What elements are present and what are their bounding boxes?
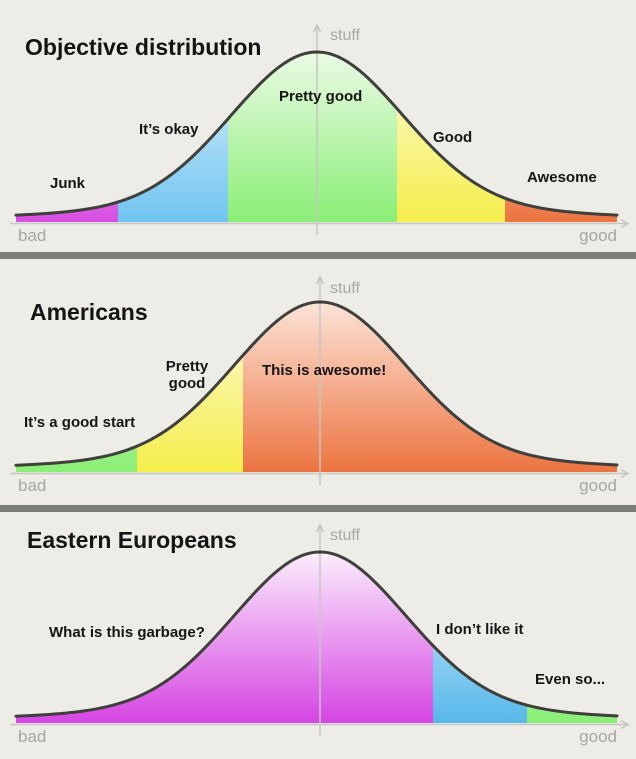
panel-eastern-europeans: Eastern Europeans What is this garbage? … [0, 512, 636, 759]
panel-title: Americans [30, 299, 148, 325]
panel-title: Eastern Europeans [27, 527, 237, 553]
segment-label-i-dont-like-it: I don’t like it [436, 621, 524, 638]
bell-chart-americans [10, 275, 630, 485]
segment-label-this-is-awesome: This is awesome! [262, 362, 387, 379]
panel-divider [0, 505, 636, 512]
y-axis-label-stuff: stuff [330, 27, 360, 44]
y-axis-label-stuff: stuff [330, 280, 360, 297]
panel-title: Objective distribution [25, 34, 262, 60]
x-axis-label-good: good [579, 476, 617, 495]
segment-label-its-okay: It’s okay [139, 121, 199, 138]
segment-label-good: Good [433, 129, 473, 146]
panel-americans: Americans It’s a good start Pretty good … [0, 259, 636, 505]
x-axis-label-bad: bad [18, 727, 47, 746]
segment-label-pretty-good: Pretty good [165, 358, 209, 392]
segment-label-good-start: It’s a good start [24, 414, 136, 431]
segment-label-awesome: Awesome [527, 169, 597, 186]
segment-label-even-so: Even so... [535, 671, 606, 688]
panel-objective-distribution: Objective distribution Junk It’s okay Pr… [0, 0, 636, 252]
bell-chart-eastern-europeans [10, 523, 630, 736]
panel-divider [0, 252, 636, 259]
segment-label-pretty-good: Pretty good [279, 88, 363, 105]
bell-chart-objective [10, 23, 630, 235]
x-axis-label-good: good [579, 226, 617, 245]
y-axis-label-stuff: stuff [330, 527, 360, 544]
x-axis-label-good: good [579, 727, 617, 746]
segment-label-junk: Junk [50, 175, 86, 192]
x-axis-label-bad: bad [18, 226, 47, 245]
segment-label-what-is-this-garbage: What is this garbage? [49, 624, 205, 641]
x-axis-label-bad: bad [18, 476, 47, 495]
